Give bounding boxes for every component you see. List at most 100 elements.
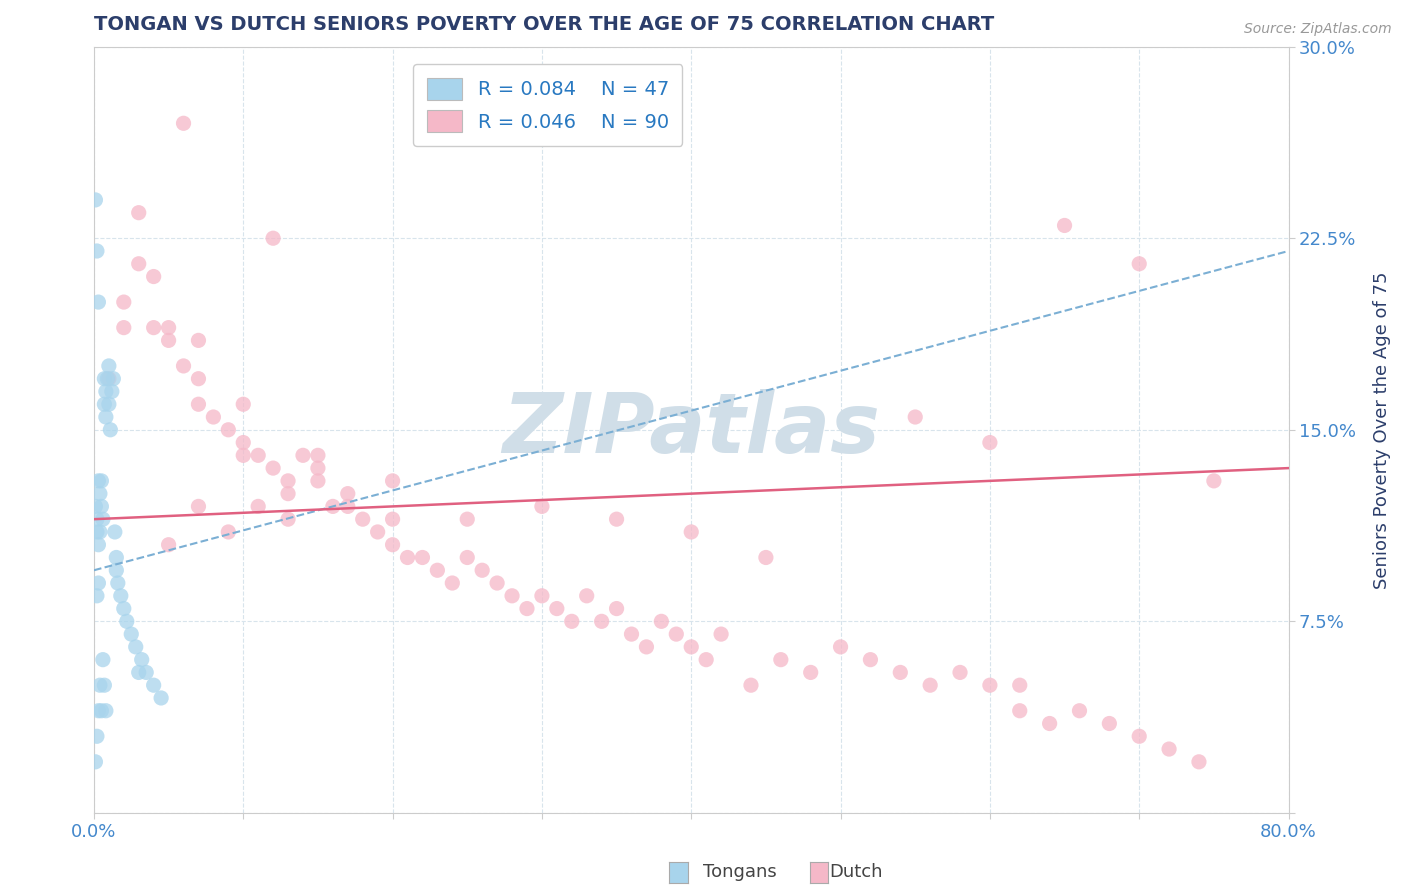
Point	[695, 653, 717, 667]
Point	[173, 116, 195, 130]
Point	[142, 269, 165, 284]
Point	[277, 512, 299, 526]
Point	[86, 512, 108, 526]
Point	[575, 589, 598, 603]
Point	[131, 653, 153, 667]
Point	[1098, 716, 1121, 731]
Point	[307, 474, 329, 488]
Point	[96, 372, 118, 386]
Point	[135, 665, 157, 680]
Point	[150, 690, 173, 705]
Point	[217, 423, 239, 437]
Point	[86, 524, 108, 539]
Point	[396, 550, 419, 565]
Point	[128, 257, 150, 271]
Point	[606, 512, 628, 526]
Point	[142, 320, 165, 334]
Point	[1039, 716, 1062, 731]
Point	[336, 486, 359, 500]
Point	[86, 244, 108, 258]
Point	[84, 755, 107, 769]
Point	[501, 589, 523, 603]
Point	[636, 640, 658, 654]
Point	[89, 486, 111, 500]
Point	[1128, 257, 1150, 271]
Point	[1202, 474, 1225, 488]
Point	[232, 435, 254, 450]
Legend: R = 0.084    N = 47, R = 0.046    N = 90: R = 0.084 N = 47, R = 0.046 N = 90	[413, 64, 682, 146]
Point	[94, 384, 117, 399]
Point	[889, 665, 911, 680]
Text: Dutch: Dutch	[830, 863, 883, 881]
Text: Source: ZipAtlas.com: Source: ZipAtlas.com	[1244, 22, 1392, 37]
Point	[277, 486, 299, 500]
Point	[650, 615, 672, 629]
Point	[291, 448, 314, 462]
Point	[84, 500, 107, 514]
Point	[97, 397, 120, 411]
Point	[262, 231, 284, 245]
Point	[307, 448, 329, 462]
Point	[232, 397, 254, 411]
Text: ZIPatlas: ZIPatlas	[502, 389, 880, 470]
Point	[247, 500, 270, 514]
Point	[381, 512, 404, 526]
Point	[86, 729, 108, 743]
Point	[93, 397, 115, 411]
Point	[125, 640, 148, 654]
Point	[187, 372, 209, 386]
Point	[561, 615, 583, 629]
Point	[381, 538, 404, 552]
Point	[530, 589, 553, 603]
Point	[157, 334, 180, 348]
Point	[87, 576, 110, 591]
Point	[91, 512, 114, 526]
Point	[381, 474, 404, 488]
Point	[710, 627, 733, 641]
Point	[105, 563, 128, 577]
Point	[336, 500, 359, 514]
Point	[1053, 219, 1076, 233]
Point	[277, 474, 299, 488]
Point	[112, 601, 135, 615]
Point	[217, 524, 239, 539]
Point	[110, 589, 132, 603]
Point	[307, 461, 329, 475]
Point	[665, 627, 688, 641]
Point	[105, 550, 128, 565]
Point	[1008, 678, 1031, 692]
Point	[530, 500, 553, 514]
Point	[87, 704, 110, 718]
Point	[322, 500, 344, 514]
Point	[120, 627, 142, 641]
Point	[546, 601, 568, 615]
Point	[142, 678, 165, 692]
Point	[173, 359, 195, 373]
Point	[471, 563, 494, 577]
Point	[94, 410, 117, 425]
Point	[128, 205, 150, 219]
Point	[800, 665, 823, 680]
Point	[247, 448, 270, 462]
Point	[740, 678, 762, 692]
Point	[904, 410, 927, 425]
Point	[620, 627, 643, 641]
Text: Tongans: Tongans	[703, 863, 776, 881]
Point	[87, 538, 110, 552]
Point	[681, 640, 703, 654]
Point	[115, 615, 138, 629]
Point	[89, 678, 111, 692]
Point	[187, 500, 209, 514]
Point	[1008, 704, 1031, 718]
Point	[89, 524, 111, 539]
Point	[830, 640, 852, 654]
Point	[920, 678, 942, 692]
Point	[352, 512, 374, 526]
Point	[591, 615, 613, 629]
Point	[94, 704, 117, 718]
Point	[157, 538, 180, 552]
Point	[681, 524, 703, 539]
Point	[84, 193, 107, 207]
Text: TONGAN VS DUTCH SENIORS POVERTY OVER THE AGE OF 75 CORRELATION CHART: TONGAN VS DUTCH SENIORS POVERTY OVER THE…	[94, 15, 994, 34]
Point	[90, 704, 112, 718]
